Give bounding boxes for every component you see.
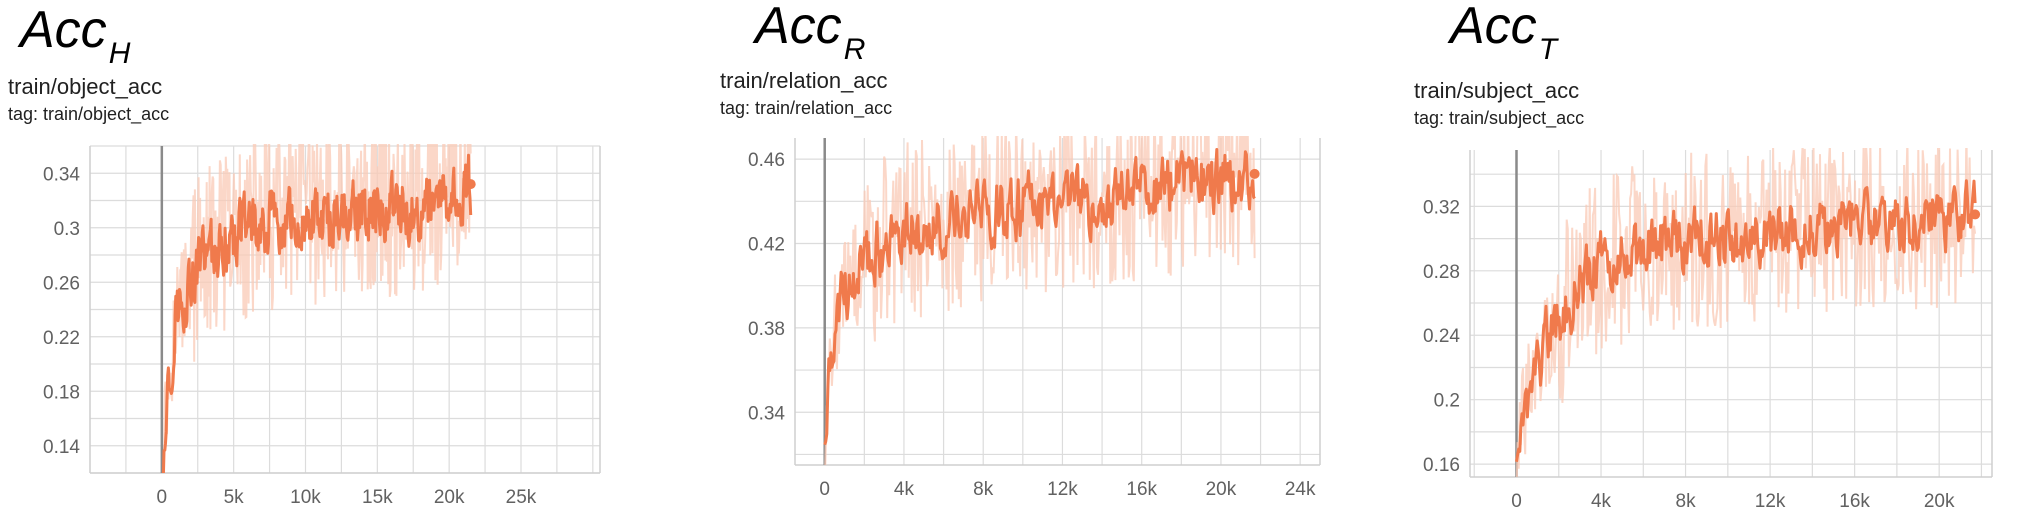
series-end-point (1970, 209, 1981, 220)
heading-subscript: T (1538, 33, 1558, 66)
line-chart-subject-acc: 0 4k 8k 12k 16k 20k 0.16 0.2 0.24 0.28 0.32 (1423, 148, 1993, 512)
series-end-point (1249, 168, 1260, 179)
y-tick-label: 0.18 (43, 382, 80, 403)
chart-title: train/relation_acc (720, 68, 888, 93)
x-tick-label: 4k (894, 479, 915, 500)
heading-subscript: H (108, 37, 131, 70)
chart-panel-relation-acc: AccR train/relation_acc tag: train/relat… (690, 0, 1350, 520)
raw-series-line (163, 144, 472, 473)
raw-series-line (1515, 148, 1977, 477)
series-end-point (465, 179, 476, 190)
smoothed-series-line (161, 153, 473, 473)
x-tick-label: 25k (506, 487, 537, 508)
heading-main: Acc (20, 1, 107, 59)
panel-heading: AccR (755, 0, 865, 65)
plot-area (161, 144, 473, 473)
heading-main: Acc (755, 0, 842, 55)
y-tick-label: 0.3 (54, 219, 80, 240)
y-tick-label: 0.46 (748, 150, 785, 171)
x-tick-label: 4k (1591, 491, 1612, 512)
y-tick-label: 0.26 (43, 273, 80, 294)
y-tick-label: 0.34 (43, 164, 80, 185)
chart-title: train/subject_acc (1414, 78, 1580, 103)
heading-main: Acc (1450, 0, 1537, 55)
x-tick-label: 0 (819, 479, 830, 500)
x-tick-label: 24k (1285, 479, 1316, 500)
y-tick-label: 0.22 (43, 328, 80, 349)
chart-tag: tag: train/object_acc (8, 104, 170, 124)
x-tick-label: 15k (362, 487, 393, 508)
smoothed-series-line (1515, 179, 1977, 462)
y-tick-label: 0.2 (1434, 391, 1460, 412)
panel-heading: AccH (20, 1, 130, 69)
y-tick-label: 0.16 (1423, 455, 1460, 476)
x-tick-label: 12k (1755, 491, 1786, 512)
x-tick-label: 16k (1839, 491, 1870, 512)
plot-area (1515, 148, 1977, 477)
x-tick-label: 8k (1676, 491, 1697, 512)
x-tick-label: 20k (1924, 491, 1955, 512)
smoothed-series-line (823, 148, 1256, 446)
x-tick-label: 0 (157, 487, 168, 508)
x-tick-label: 20k (1206, 479, 1237, 500)
y-tick-label: 0.32 (1423, 197, 1460, 218)
x-tick-label: 10k (290, 487, 321, 508)
y-tick-label: 0.34 (748, 403, 785, 424)
chart-title: train/object_acc (8, 74, 163, 99)
x-tick-label: 12k (1047, 479, 1078, 500)
chart-tag: tag: train/subject_acc (1414, 108, 1585, 128)
y-tick-label: 0.38 (748, 319, 785, 340)
x-tick-label: 16k (1126, 479, 1157, 500)
plot-area (823, 136, 1256, 465)
y-tick-label: 0.14 (43, 437, 80, 458)
x-tick-label: 5k (224, 487, 245, 508)
chart-tag: tag: train/relation_acc (720, 98, 893, 118)
x-tick-label: 0 (1511, 491, 1522, 512)
heading-subscript: R (843, 33, 866, 66)
chart-panel-object-acc: AccH train/object_acc tag: train/object_… (0, 0, 660, 520)
y-tick-label: 0.42 (748, 234, 785, 255)
x-tick-label: 20k (434, 487, 465, 508)
chart-panel-subject-acc: AccT train/subject_acc tag: train/subjec… (1380, 0, 2030, 520)
y-tick-label: 0.24 (1423, 326, 1460, 347)
y-tick-label: 0.28 (1423, 262, 1460, 283)
line-chart-object-acc: 0 5k 10k 15k 20k 25k 0.14 0.18 0.22 0.26 0.3 0.34 (43, 144, 601, 508)
x-tick-label: 8k (973, 479, 994, 500)
panel-heading: AccT (1450, 0, 1557, 65)
raw-series-line (824, 136, 1256, 465)
line-chart-relation-acc: 0 4k 8k 12k 16k 20k 24k 0.34 0.38 0.42 0.46 (748, 136, 1321, 500)
